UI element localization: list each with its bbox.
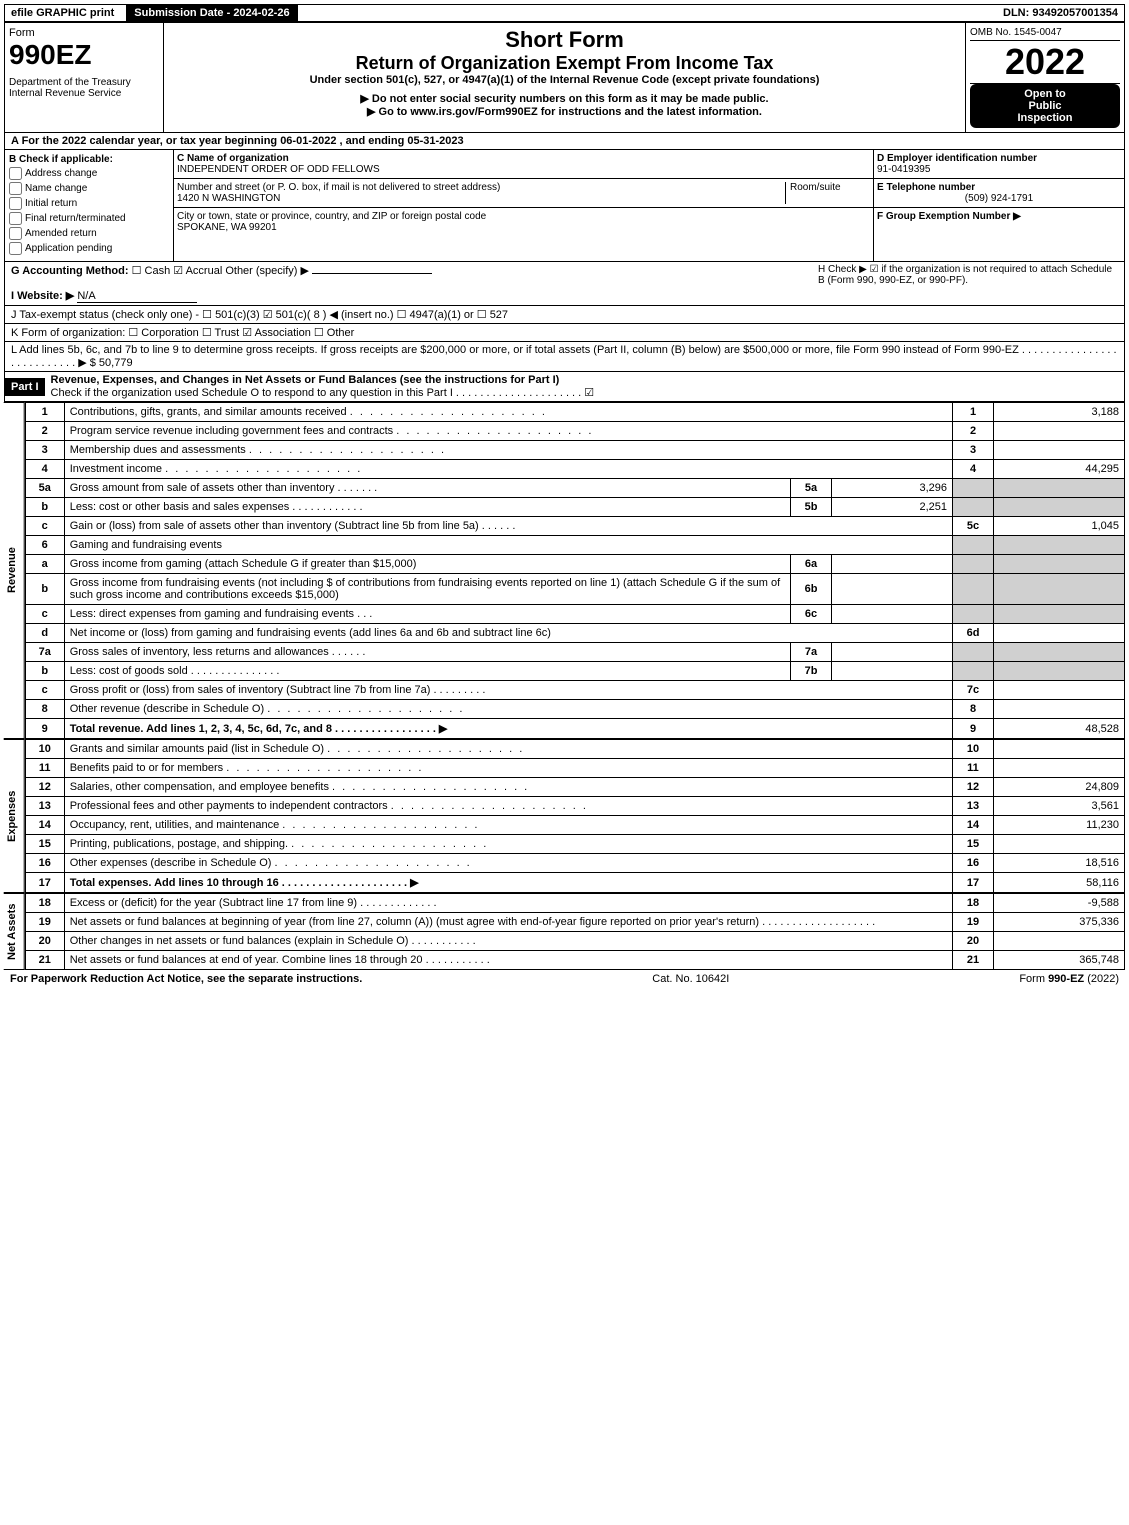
net-assets-table: 18Excess or (deficit) for the year (Subt… — [25, 893, 1125, 970]
side-label-net-assets: Net Assets — [4, 893, 25, 970]
check-application-pending[interactable]: Application pending — [9, 242, 169, 255]
org-city: SPOKANE, WA 99201 — [177, 222, 277, 233]
table-row: 16Other expenses (describe in Schedule O… — [25, 854, 1124, 873]
line-gh-row: G Accounting Method: ☐ Cash ☑ Accrual Ot… — [4, 262, 1125, 306]
table-row: 9Total revenue. Add lines 1, 2, 3, 4, 5c… — [25, 719, 1124, 739]
website-field: N/A — [77, 290, 197, 303]
ein: 91-0419395 — [877, 164, 930, 175]
org-name: INDEPENDENT ORDER OF ODD FELLOWS — [177, 164, 380, 175]
footer-form-ref: Form 990-EZ (2022) — [1019, 973, 1119, 985]
table-row: cGain or (loss) from sale of assets othe… — [25, 517, 1124, 536]
table-row: 2Program service revenue including gover… — [25, 422, 1124, 441]
table-row: 1Contributions, gifts, grants, and simil… — [25, 403, 1124, 422]
accounting-accrual[interactable]: ☑ Accrual — [173, 265, 222, 277]
table-row: 15Printing, publications, postage, and s… — [25, 835, 1124, 854]
dept-treasury: Department of the Treasury — [9, 77, 159, 88]
table-row: 7aGross sales of inventory, less returns… — [25, 643, 1124, 662]
expenses-table: 10Grants and similar amounts paid (list … — [25, 739, 1125, 893]
table-row: cGross profit or (loss) from sales of in… — [25, 681, 1124, 700]
form-number: 990EZ — [9, 39, 159, 71]
check-final-return[interactable]: Final return/terminated — [9, 212, 169, 225]
form-header: Form 990EZ Department of the Treasury In… — [4, 22, 1125, 133]
omb-number: OMB No. 1545-0047 — [970, 27, 1120, 41]
top-bar: efile GRAPHIC print Submission Date - 20… — [4, 4, 1125, 22]
dln-number: DLN: 93492057001354 — [997, 5, 1124, 21]
table-row: 19Net assets or fund balances at beginni… — [25, 913, 1124, 932]
table-row: 5aGross amount from sale of assets other… — [25, 479, 1124, 498]
check-name-change[interactable]: Name change — [9, 182, 169, 195]
table-row: 11Benefits paid to or for members 11 — [25, 759, 1124, 778]
box-b-checkboxes: B Check if applicable: Address change Na… — [5, 150, 174, 261]
form-label: Form — [9, 27, 159, 39]
line-j-tax-exempt: J Tax-exempt status (check only one) - ☐… — [4, 306, 1125, 324]
header-note-2[interactable]: ▶ Go to www.irs.gov/Form990EZ for instru… — [168, 105, 961, 118]
accounting-cash[interactable]: ☐ Cash — [132, 265, 171, 277]
box-def: D Employer identification number 91-0419… — [873, 150, 1124, 261]
table-row: 3Membership dues and assessments 3 — [25, 441, 1124, 460]
group-exemption: F Group Exemption Number ▶ — [877, 211, 1021, 222]
table-row: 17Total expenses. Add lines 10 through 1… — [25, 873, 1124, 893]
submission-date-button[interactable]: Submission Date - 2024-02-26 — [126, 4, 297, 22]
table-row: dNet income or (loss) from gaming and fu… — [25, 624, 1124, 643]
side-label-expenses: Expenses — [4, 739, 25, 893]
side-label-revenue: Revenue — [4, 402, 25, 739]
line-k-org-type: K Form of organization: ☐ Corporation ☐ … — [4, 324, 1125, 342]
header-note-1: ▶ Do not enter social security numbers o… — [168, 92, 961, 105]
footer-paperwork: For Paperwork Reduction Act Notice, see … — [10, 973, 362, 985]
revenue-table: 1Contributions, gifts, grants, and simil… — [25, 402, 1125, 739]
table-row: 18Excess or (deficit) for the year (Subt… — [25, 894, 1124, 913]
footer-cat-no: Cat. No. 10642I — [652, 973, 729, 985]
accounting-other[interactable]: Other (specify) ▶ — [225, 265, 432, 277]
efile-print-link[interactable]: efile GRAPHIC print — [5, 5, 120, 21]
line-l-gross-receipts: L Add lines 5b, 6c, and 7b to line 9 to … — [4, 342, 1125, 372]
tax-year: 2022 — [970, 41, 1120, 84]
check-address-change[interactable]: Address change — [9, 167, 169, 180]
telephone: (509) 924-1791 — [877, 193, 1121, 204]
table-row: aGross income from gaming (attach Schedu… — [25, 555, 1124, 574]
table-row: 14Occupancy, rent, utilities, and mainte… — [25, 816, 1124, 835]
table-row: 13Professional fees and other payments t… — [25, 797, 1124, 816]
table-row: 8Other revenue (describe in Schedule O) … — [25, 700, 1124, 719]
table-row: cLess: direct expenses from gaming and f… — [25, 605, 1124, 624]
title-short-form: Short Form — [168, 27, 961, 53]
table-row: 4Investment income 444,295 — [25, 460, 1124, 479]
table-row: 20Other changes in net assets or fund ba… — [25, 932, 1124, 951]
check-amended-return[interactable]: Amended return — [9, 227, 169, 240]
box-c-address: C Name of organization INDEPENDENT ORDER… — [174, 150, 873, 261]
table-row: 6Gaming and fundraising events — [25, 536, 1124, 555]
table-row: 12Salaries, other compensation, and empl… — [25, 778, 1124, 797]
line-a-tax-year: A For the 2022 calendar year, or tax yea… — [4, 133, 1125, 150]
table-row: 10Grants and similar amounts paid (list … — [25, 740, 1124, 759]
org-street: 1420 N WASHINGTON — [177, 193, 280, 204]
org-info-grid: B Check if applicable: Address change Na… — [4, 150, 1125, 262]
check-initial-return[interactable]: Initial return — [9, 197, 169, 210]
line-h-schedule-b: H Check ▶ ☑ if the organization is not r… — [818, 264, 1118, 303]
title-subtitle: Under section 501(c), 527, or 4947(a)(1)… — [168, 74, 961, 86]
title-main: Return of Organization Exempt From Incom… — [168, 53, 961, 74]
table-row: bLess: cost or other basis and sales exp… — [25, 498, 1124, 517]
part-1-header: Part I Revenue, Expenses, and Changes in… — [4, 372, 1125, 402]
open-public-badge: Open to Public Inspection — [970, 84, 1120, 128]
table-row: 21Net assets or fund balances at end of … — [25, 951, 1124, 970]
table-row: bLess: cost of goods sold . . . . . . . … — [25, 662, 1124, 681]
irs-label: Internal Revenue Service — [9, 88, 159, 99]
page-footer: For Paperwork Reduction Act Notice, see … — [4, 970, 1125, 988]
table-row: bGross income from fundraising events (n… — [25, 574, 1124, 605]
